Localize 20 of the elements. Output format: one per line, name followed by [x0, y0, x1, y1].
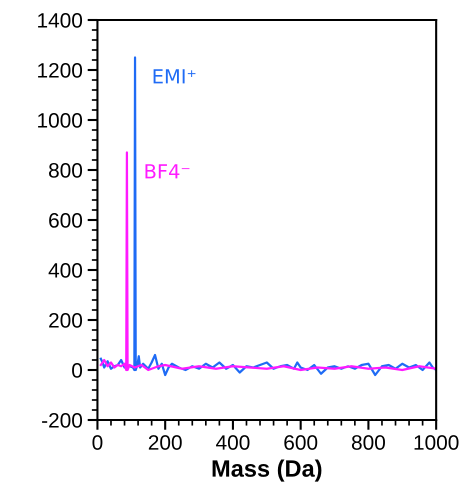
y-tick-label: -200	[42, 413, 82, 428]
y-tick-label: 600	[49, 213, 82, 228]
y-tick-label: 1000	[38, 113, 82, 128]
line-series	[100, 151, 436, 372]
x-tick-label: 0	[92, 435, 102, 450]
series-label: EMI⁺	[154, 69, 196, 84]
x-tick-label: 1000	[414, 435, 459, 450]
x-tick-label: 200	[148, 435, 182, 450]
line-series	[100, 56, 436, 376]
y-tick-label: 800	[49, 163, 82, 178]
y-tick-label: 1200	[38, 63, 82, 78]
y-tick-label: 1400	[38, 13, 82, 28]
y-tick-label: 0	[72, 363, 82, 378]
x-tick-label: 800	[352, 435, 385, 450]
series-label: BF4⁻	[145, 164, 190, 178]
x-tick-label: 400	[216, 435, 250, 450]
x-tick-label: 600	[284, 435, 318, 450]
x-axis-title: Mass (Da)	[212, 460, 322, 482]
y-tick-label: 200	[49, 313, 82, 328]
y-tick-label: 400	[48, 263, 82, 278]
